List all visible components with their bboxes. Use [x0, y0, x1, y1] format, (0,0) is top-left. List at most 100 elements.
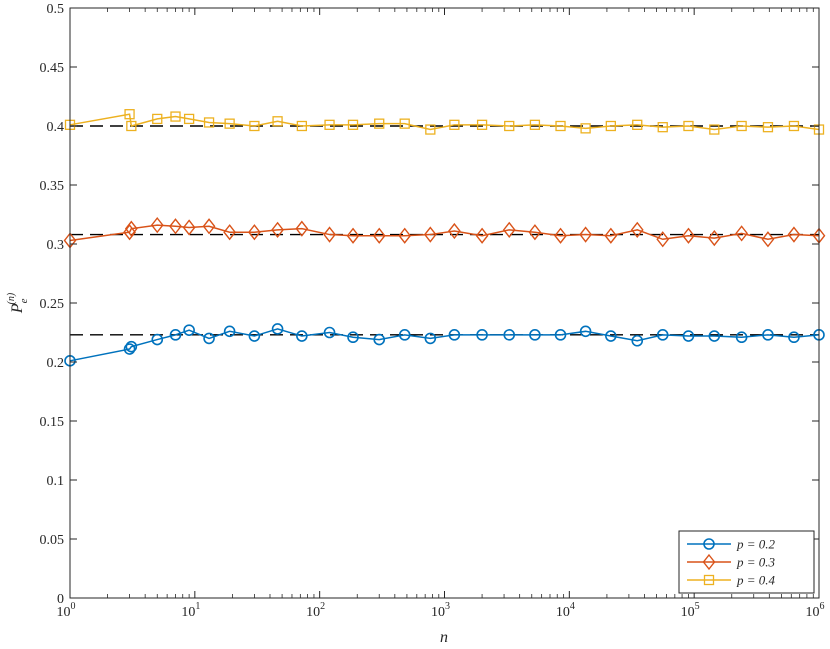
data-point [682, 330, 695, 342]
y-axis-label-text: Pe(n) [6, 292, 30, 314]
legend-label-1: p = 0.3 [736, 555, 776, 570]
data-point [323, 326, 336, 339]
legend-marker-1 [702, 553, 716, 571]
series-2 [64, 109, 825, 135]
legend-marker-2 [703, 574, 715, 586]
series-line-1 [69, 224, 820, 242]
data-point [708, 330, 721, 342]
y-axis-ticks: 0 0.05 0.1 0.15 0.2 0.25 0.3 0.35 0.4 0.45 0.5 [40, 2, 819, 607]
data-point [448, 329, 461, 341]
legend-label-0: p = 0.2 [736, 537, 776, 552]
y-tick-label: 0.2 [47, 356, 65, 371]
data-point [224, 118, 235, 129]
data-point [425, 124, 436, 135]
data-point [272, 116, 283, 127]
x-tick-label: 106 [806, 601, 825, 620]
x-tick-label: 104 [556, 601, 575, 620]
data-point [373, 333, 386, 346]
data-point [528, 224, 542, 241]
x-tick-label: 103 [431, 601, 450, 620]
data-point [476, 329, 488, 341]
data-point [605, 120, 616, 132]
data-point [123, 343, 136, 355]
data-point [399, 118, 410, 129]
data-point [347, 119, 359, 130]
data-point [248, 224, 261, 241]
data-point [656, 329, 669, 341]
y-axis-label-glyphs: Pe(n) [6, 292, 30, 314]
data-point [580, 123, 591, 134]
data-point [683, 120, 694, 132]
data-point [203, 332, 215, 345]
data-point [657, 122, 668, 133]
data-point [296, 120, 308, 132]
data-point [604, 227, 618, 244]
series-line-2 [69, 113, 820, 131]
x-axis-ticks: 100 101 102 103 104 105 106 [57, 8, 825, 620]
x-tick-label: 102 [306, 601, 325, 620]
data-point [605, 330, 617, 342]
y-axis-label: Pe(n) [6, 292, 30, 314]
data-point [398, 329, 411, 341]
data-point [347, 331, 359, 344]
x-axis-label: n [440, 629, 448, 646]
data-point [374, 118, 385, 129]
data-point [788, 331, 800, 344]
data-point [296, 330, 308, 342]
data-point [554, 227, 567, 244]
data-point [169, 329, 182, 341]
data-point [423, 226, 437, 243]
data-point [632, 119, 643, 130]
y-tick-label: 0.15 [40, 415, 65, 430]
y-tick-label: 0.25 [40, 297, 65, 312]
data-point [475, 227, 489, 244]
data-point [202, 218, 216, 235]
data-point [295, 220, 309, 237]
data-point [183, 324, 195, 336]
data-point [124, 220, 138, 237]
y-tick-label: 0.45 [40, 61, 65, 76]
data-point [762, 122, 774, 133]
data-point [656, 231, 670, 248]
data-point [125, 340, 138, 353]
data-point [271, 323, 284, 335]
y-tick-label: 0.05 [40, 533, 65, 548]
x-tick-label: 105 [681, 601, 700, 620]
data-point [579, 226, 592, 243]
data-point [682, 227, 695, 244]
y-tick-label: 0.4 [47, 120, 65, 135]
y-tick-label: 0 [57, 592, 64, 607]
data-point [630, 221, 644, 238]
x-tick-label: 101 [181, 601, 200, 620]
data-point [323, 226, 336, 243]
series-1 [63, 216, 826, 249]
y-tick-label: 0.35 [40, 179, 65, 194]
data-point [476, 119, 488, 130]
data-point [579, 325, 592, 338]
data-point [123, 224, 136, 241]
data-point [707, 229, 721, 247]
y-tick-label: 0.3 [47, 238, 65, 253]
data-point [398, 227, 412, 244]
data-point [152, 113, 163, 125]
data-point [324, 119, 335, 130]
data-point [424, 332, 437, 345]
data-point [449, 119, 460, 130]
data-point [788, 120, 800, 132]
data-point [182, 219, 196, 236]
data-point [150, 216, 164, 234]
data-point [761, 231, 775, 248]
y-tick-label: 0.5 [47, 2, 65, 17]
data-point [555, 120, 566, 132]
data-point [447, 222, 461, 240]
series-0 [64, 323, 825, 367]
data-point [736, 120, 747, 132]
data-point [735, 331, 748, 344]
data-point [709, 124, 720, 135]
data-point [203, 117, 215, 128]
data-point [529, 119, 541, 130]
legend-label-2: p = 0.4 [736, 573, 776, 588]
data-point [346, 227, 360, 244]
data-point [762, 329, 774, 341]
